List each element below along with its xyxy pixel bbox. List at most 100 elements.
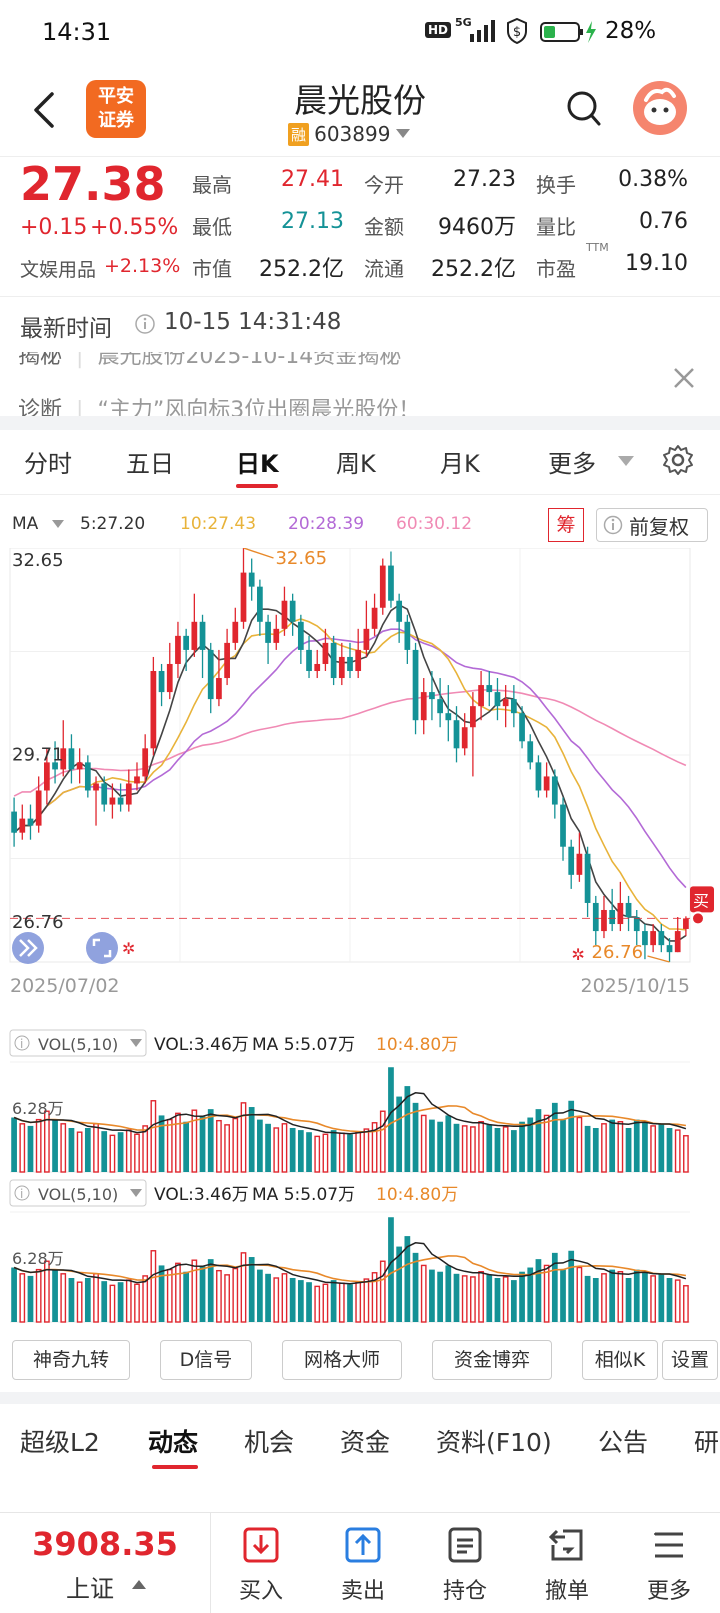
close-icon[interactable]	[672, 366, 696, 390]
tool-settings[interactable]: 设置	[662, 1340, 718, 1380]
buy-button[interactable]: 买入	[210, 1513, 312, 1613]
volume-bar	[642, 1272, 648, 1322]
tab-five-day[interactable]: 五日	[126, 450, 174, 478]
tab-more[interactable]: 更多	[548, 450, 596, 478]
tool-grid-master[interactable]: 网格大师	[282, 1340, 402, 1380]
candle	[625, 895, 632, 932]
back-arrow-icon[interactable]	[30, 90, 58, 130]
candle-body	[404, 621, 411, 650]
volume-bar	[191, 1109, 198, 1173]
candle	[257, 579, 263, 636]
news-ticker[interactable]: 揭秘 | 晨光股份2025-10-14资金揭秘 诊断 | “主力”风向标3位出圈晨光股份…	[0, 352, 720, 416]
tool-capital-game[interactable]: 资金博弈	[432, 1340, 552, 1380]
candle	[142, 734, 149, 784]
tab-capital[interactable]: 资金	[340, 1428, 391, 1457]
volume-axis-label: 6.28万	[12, 1099, 64, 1118]
tab-research[interactable]: 研	[694, 1428, 720, 1457]
market-cap-value: 252.2亿	[259, 257, 344, 282]
volume-bar	[297, 1280, 304, 1322]
candle-body	[445, 713, 452, 721]
candle	[584, 846, 591, 918]
tab-f10[interactable]: 资料(F10)	[436, 1428, 552, 1457]
candle	[461, 713, 468, 756]
candle	[117, 783, 124, 812]
volume-bar	[52, 1269, 58, 1322]
candle-body	[142, 748, 149, 777]
volume-bar	[117, 1132, 124, 1172]
tab-weekly-k[interactable]: 周K	[336, 450, 376, 478]
candle-body	[470, 706, 476, 728]
volume-bar	[84, 1128, 91, 1172]
volume-bar	[306, 1282, 312, 1322]
sector-name[interactable]: 文娱用品	[20, 259, 97, 281]
candle-body	[232, 621, 239, 643]
tab-news-feed[interactable]: 动态	[148, 1428, 199, 1457]
candle	[175, 621, 181, 679]
adjust-mode-button[interactable]: 前复权	[596, 508, 708, 542]
volume-bar	[125, 1129, 132, 1173]
volume-bar	[109, 1284, 116, 1323]
candle	[322, 628, 329, 672]
volume-bar	[207, 1259, 214, 1322]
info-icon[interactable]	[134, 313, 156, 335]
volume-bar	[478, 1121, 484, 1173]
volume-bar	[232, 1117, 239, 1173]
volume-bar	[330, 1280, 337, 1322]
volume-bar	[150, 1250, 157, 1323]
volume-bar	[355, 1281, 362, 1323]
menu-icon	[654, 1532, 683, 1558]
market-cap-label: 市值	[192, 257, 232, 281]
sell-button[interactable]: 卖出	[312, 1513, 414, 1613]
candle-body	[633, 917, 640, 932]
ma-label[interactable]: MA	[12, 514, 39, 534]
volume-bar	[584, 1275, 591, 1322]
candle	[576, 832, 583, 882]
candle-body	[453, 720, 460, 749]
active-tab-indicator	[152, 1465, 198, 1469]
volume-ma5-line	[13, 1092, 687, 1135]
volume-panel-1[interactable]: i VOL(5,10) VOL:3.46万 MA 5:5.07万 10:4.80万 6.2…	[0, 1028, 720, 1178]
volume-bar	[371, 1272, 378, 1323]
search-icon[interactable]	[566, 90, 602, 128]
tool-d-signal[interactable]: D信号	[160, 1340, 252, 1380]
candle	[347, 642, 353, 679]
candle	[388, 551, 394, 608]
volume-bar	[371, 1122, 378, 1173]
candle	[527, 734, 534, 770]
chip-distribution-button[interactable]: 筹	[548, 508, 584, 542]
cancel-order-button[interactable]: 撤单	[516, 1513, 618, 1613]
tab-super-l2[interactable]: 超级L2	[20, 1428, 100, 1457]
tab-intraday[interactable]: 分时	[24, 450, 72, 478]
index-ticker[interactable]: 3908.35 上证	[0, 1513, 211, 1613]
tool-nine-turn[interactable]: 神奇九转	[12, 1340, 130, 1380]
open-label: 今开	[364, 173, 404, 197]
assistant-avatar-icon[interactable]	[632, 80, 688, 136]
candle	[658, 924, 665, 953]
star-marker-icon: ✲	[572, 945, 585, 964]
positions-label: 持仓	[442, 1579, 487, 1604]
tab-daily-k[interactable]: 日K	[236, 450, 279, 478]
volume-header: i VOL(5,10) VOL:3.46万 MA 5:5.07万 10:4.80万	[9, 1029, 458, 1057]
tab-opportunity[interactable]: 机会	[244, 1428, 295, 1457]
volume-bar	[683, 1135, 689, 1173]
tool-similar-k[interactable]: 相似K	[582, 1340, 658, 1380]
candle	[519, 706, 525, 749]
max-price-leader	[243, 548, 274, 559]
stock-code-row[interactable]: 融 603899	[288, 122, 448, 146]
volume-bar	[502, 1126, 509, 1173]
candle-body	[502, 699, 509, 707]
volume-bar	[437, 1271, 443, 1322]
gear-icon[interactable]	[662, 444, 694, 476]
tab-monthly-k[interactable]: 月K	[440, 450, 480, 478]
volume-panel-2[interactable]: i VOL(5,10) VOL:3.46万 MA 5:5.07万 10:4.80万 6.2…	[0, 1178, 720, 1328]
volume-bar	[609, 1119, 616, 1172]
volume-bar	[601, 1123, 607, 1173]
more-button[interactable]: 更多	[618, 1513, 720, 1613]
volume-bar	[224, 1274, 230, 1323]
volume-bar	[281, 1123, 288, 1173]
tab-announcements[interactable]: 公告	[598, 1428, 649, 1457]
volume-ma5-line	[13, 1242, 687, 1285]
candle	[35, 776, 42, 833]
positions-button[interactable]: 持仓	[414, 1513, 516, 1613]
